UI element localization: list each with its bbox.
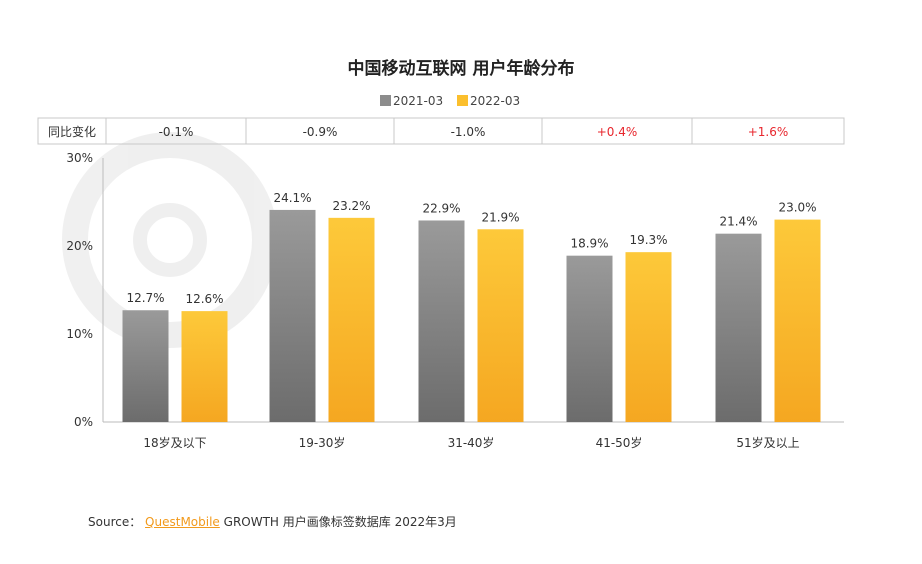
x-tick-label: 41-50岁 (596, 435, 643, 450)
data-label-2021-4: 21.4% (719, 215, 757, 229)
change-value-2: -1.0% (451, 125, 486, 139)
legend-swatch-2021 (380, 95, 391, 106)
legend-swatch-2022 (457, 95, 468, 106)
bar-2022-3 (625, 252, 672, 422)
legend-label-2021: 2021-03 (393, 94, 443, 108)
data-label-2022-1: 23.2% (332, 199, 370, 213)
source-brand-link[interactable]: QuestMobile (145, 515, 220, 529)
bar-2022-1 (328, 217, 375, 422)
bar-2021-1 (269, 209, 316, 422)
data-label-2022-2: 21.9% (481, 210, 519, 224)
change-value-1: -0.9% (303, 125, 338, 139)
source-note: Source： QuestMobile GROWTH 用户画像标签数据库 202… (88, 513, 457, 530)
x-tick-label: 51岁及以上 (736, 435, 799, 450)
watermark-logo (62, 132, 278, 348)
data-label-2021-0: 12.7% (126, 291, 164, 305)
bars (122, 209, 821, 422)
source-text: GROWTH 用户画像标签数据库 2022年3月 (223, 515, 457, 529)
chart-title: 中国移动互联网 用户年龄分布 (348, 58, 575, 79)
x-tick-label: 31-40岁 (448, 435, 495, 450)
source-prefix: Source： (88, 515, 142, 529)
change-value-0: -0.1% (159, 125, 194, 139)
bar-2022-2 (477, 229, 524, 422)
data-label-2022-0: 12.6% (185, 292, 223, 306)
change-value-3: +0.4% (597, 125, 638, 139)
bar-2021-0 (122, 310, 169, 422)
bar-2021-2 (418, 220, 465, 422)
x-tick-label: 19-30岁 (299, 435, 346, 450)
bar-2021-4 (715, 233, 762, 422)
legend-label-2022: 2022-03 (470, 94, 520, 108)
x-tick-label: 18岁及以下 (143, 435, 206, 450)
change-row-label: 同比变化 (48, 124, 96, 139)
bar-2021-3 (566, 255, 613, 422)
bar-2022-4 (774, 219, 821, 422)
change-table-border (37, 117, 845, 145)
data-label-2021-1: 24.1% (273, 191, 311, 205)
data-label-2021-3: 18.9% (570, 237, 608, 251)
legend: 2021-03 2022-03 (380, 94, 520, 108)
data-label-2022-3: 19.3% (629, 233, 667, 247)
y-tick-label: 10% (66, 327, 93, 341)
data-label-2022-4: 23.0% (778, 201, 816, 215)
y-tick-label: 0% (74, 415, 93, 429)
yoy-change-table: 同比变化 -0.1% -0.9% -1.0% +0.4% +1.6% (37, 117, 845, 145)
data-labels: 12.7% 12.6% 18岁及以下 24.1% 23.2% 19-30岁 22.9% 21.… (126, 191, 816, 450)
y-tick-label: 30% (66, 151, 93, 165)
change-value-4: +1.6% (748, 125, 789, 139)
data-label-2021-2: 22.9% (422, 201, 460, 215)
y-tick-label: 20% (66, 239, 93, 253)
bar-2022-0 (181, 311, 228, 422)
